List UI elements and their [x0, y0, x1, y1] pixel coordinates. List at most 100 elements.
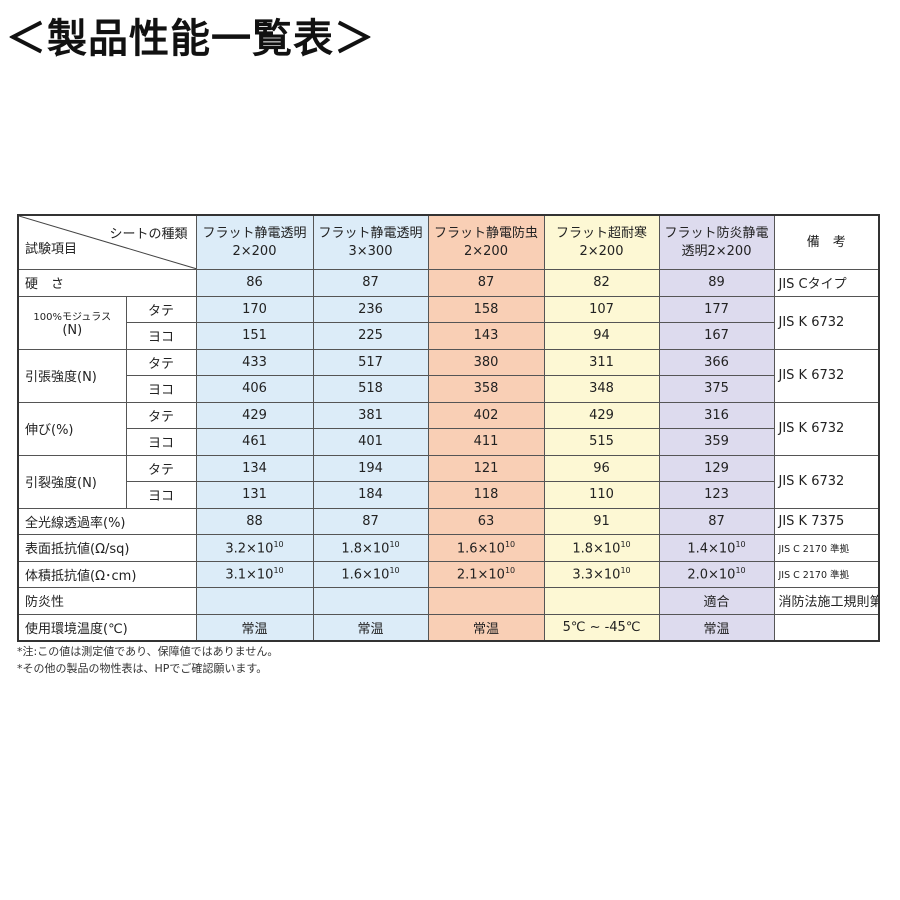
- value-cell: 517: [312, 348, 429, 376]
- value-cell: 91: [543, 507, 660, 535]
- direction-label: タテ: [125, 295, 197, 323]
- table-row: ヨコ 131 184 118 110 123: [18, 481, 879, 509]
- row-label: 使用環境温度(℃): [17, 613, 197, 642]
- value-cell: 359: [658, 428, 775, 456]
- table-row: 引裂強度(N) タテ 134 194 121 96 129 JIS K 6732: [17, 454, 880, 509]
- exponent: 10: [273, 539, 284, 549]
- value-cell: 5℃ ~ -45℃: [543, 613, 660, 642]
- row-label: 引張強度(N): [17, 348, 127, 403]
- direction-label: タテ: [125, 454, 197, 482]
- value-cell: 316: [658, 401, 775, 429]
- value-cell: 129: [658, 454, 775, 482]
- remark-cell: JIS C 2170 準拠: [773, 534, 880, 562]
- value-cell: 461: [195, 428, 314, 456]
- product-header: フラット超耐寒 2×200: [543, 214, 660, 270]
- value-cell: 88: [195, 507, 314, 535]
- value-cell: 177: [658, 295, 775, 323]
- value-cell: 1.8×1010: [543, 534, 660, 562]
- page-title: ＜製品性能一覧表＞: [6, 16, 375, 62]
- value-cell: 170: [195, 295, 314, 323]
- value-cell: 94: [543, 322, 660, 350]
- remarks-header: 備 考: [773, 214, 880, 270]
- remark-cell: JIS K 6732: [773, 401, 880, 456]
- footnotes: *注:この値は測定値であり、保障値ではありません。 *その他の製品の物性表は、H…: [17, 643, 278, 677]
- row-label: 防炎性: [17, 587, 197, 615]
- value-cell: 63: [427, 507, 545, 535]
- value-cell: 184: [312, 481, 429, 509]
- value-cell: 143: [427, 322, 545, 350]
- product-spec: 2×200: [579, 243, 624, 259]
- value-cell: 167: [658, 322, 775, 350]
- remark-cell: [773, 613, 880, 642]
- table-row: 100%モジュラス (N) タテ 170 236 158 107 177 JIS K 6732: [17, 295, 880, 350]
- value-cell: 366: [658, 348, 775, 376]
- product-spec: 2×200: [232, 243, 277, 259]
- value-cell: 87: [312, 269, 429, 297]
- exponent: 10: [504, 539, 516, 549]
- exponent: 10: [389, 566, 400, 576]
- sheet-type-label: シートの種類: [109, 227, 188, 242]
- product-name: フラット静電透明: [202, 225, 307, 241]
- value-cell: 1.4×1010: [658, 534, 775, 562]
- remark-cell: JIS C 2170 準拠: [773, 560, 880, 588]
- value-cell: 1.6×1010: [312, 560, 429, 588]
- table-row: 伸び(%) タテ 429 381 402 429 316 JIS K 6732: [17, 401, 880, 456]
- label-part: 100%モジュラス: [33, 311, 112, 323]
- remark-cell: JIS Cタイプ: [773, 269, 880, 297]
- value-cell: [427, 587, 545, 615]
- value-cell: 107: [543, 295, 660, 323]
- remark-cell: JIS K 6732: [773, 295, 880, 350]
- corner-header: シートの種類 試験項目: [17, 214, 197, 270]
- value-cell: 225: [312, 322, 429, 350]
- value-cell: 358: [427, 375, 545, 403]
- product-spec: 2×200: [464, 243, 508, 259]
- direction-label: タテ: [125, 348, 197, 376]
- value-cell: 429: [195, 401, 314, 429]
- value-cell: 2.0×1010: [658, 560, 775, 588]
- product-name: フラット防炎静電: [664, 225, 769, 241]
- direction-label: ヨコ: [125, 481, 197, 509]
- value-cell: 121: [427, 454, 545, 482]
- product-spec: 透明2×200: [681, 243, 752, 259]
- value-cell: 401: [312, 428, 429, 456]
- value-cell: 311: [543, 348, 660, 376]
- value-cell: 348: [543, 375, 660, 403]
- product-header: フラット静電透明 3×300: [312, 214, 429, 270]
- value-cell: 194: [312, 454, 429, 482]
- product-header: フラット静電防虫 2×200: [427, 214, 545, 270]
- table-row: 防炎性 適合消防法施工規則第4条の3: [17, 587, 880, 615]
- product-name: フラット超耐寒: [555, 225, 647, 241]
- value-cell: 433: [195, 348, 314, 376]
- product-name: フラット静電防虫: [433, 225, 538, 241]
- value-cell: 381: [312, 401, 429, 429]
- value-cell: 411: [427, 428, 545, 456]
- direction-label: ヨコ: [125, 428, 197, 456]
- table-row: ヨコ 151 225 143 94 167: [18, 322, 879, 350]
- remark-cell: 消防法施工規則第4条の3: [773, 587, 880, 615]
- value-cell: 87: [427, 269, 545, 297]
- direction-label: ヨコ: [125, 322, 197, 350]
- table-row: ヨコ 406 518 358 348 375: [18, 375, 879, 403]
- exponent: 10: [273, 566, 284, 576]
- direction-label: タテ: [125, 401, 197, 429]
- value-cell: [312, 587, 429, 615]
- remark-cell: JIS K 6732: [773, 348, 880, 403]
- footnote: *注:この値は測定値であり、保障値ではありません。: [17, 645, 279, 658]
- remark-cell: JIS K 6732: [773, 454, 880, 509]
- value-cell: 134: [195, 454, 314, 482]
- value-cell: 131: [195, 481, 314, 509]
- value-cell: 3.3×1010: [543, 560, 660, 588]
- row-label: 体積抵抗値(Ω･cm): [17, 560, 197, 588]
- exponent: 10: [735, 539, 746, 549]
- value-cell: [543, 587, 660, 615]
- exponent: 10: [620, 539, 631, 549]
- value-cell: 429: [543, 401, 660, 429]
- value-cell: 87: [658, 507, 775, 535]
- table-row: 全光線透過率(%) 88 87 63 91 87 JIS K 7375: [17, 507, 880, 535]
- value-cell: 158: [427, 295, 545, 323]
- value-cell: 87: [312, 507, 429, 535]
- value-cell: 適合: [658, 587, 775, 615]
- table-row: 使用環境温度(℃) 常温 常温 常温 5℃ ~ -45℃ 常温: [17, 613, 880, 642]
- table-row: 表面抵抗値(Ω/sq) 3.2×1010 1.8×1010 1.6×1010 1.8×1…: [17, 534, 880, 562]
- product-spec: 3×300: [348, 243, 393, 259]
